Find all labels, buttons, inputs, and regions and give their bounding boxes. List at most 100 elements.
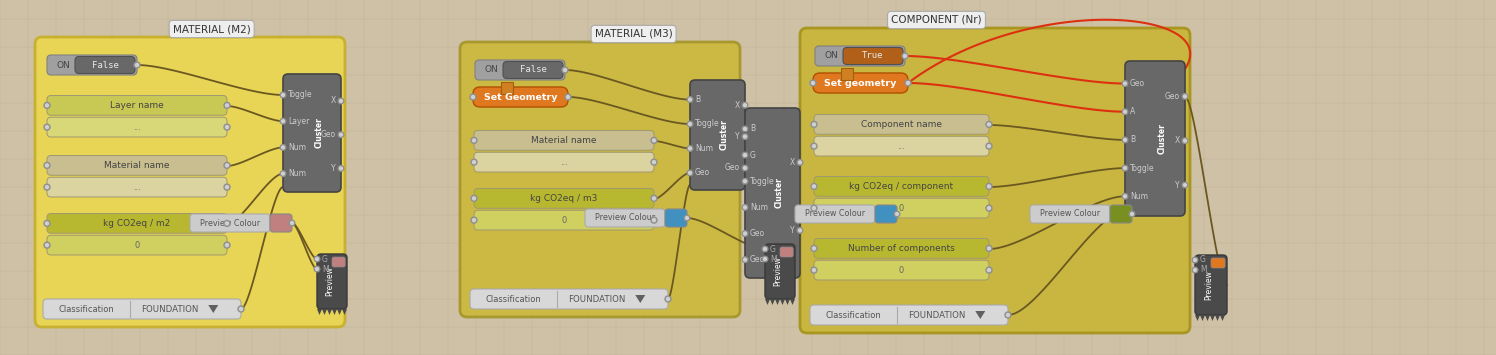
FancyBboxPatch shape — [46, 95, 227, 115]
Circle shape — [744, 154, 747, 157]
Circle shape — [280, 144, 286, 150]
Circle shape — [744, 104, 747, 106]
Circle shape — [652, 139, 655, 142]
Circle shape — [135, 62, 141, 68]
Circle shape — [904, 55, 907, 58]
Text: 0: 0 — [561, 215, 567, 225]
Polygon shape — [1215, 315, 1221, 321]
Circle shape — [281, 120, 284, 122]
Polygon shape — [1200, 315, 1204, 321]
Text: B: B — [1129, 135, 1135, 144]
Circle shape — [811, 143, 817, 149]
Circle shape — [281, 172, 284, 175]
Circle shape — [761, 246, 767, 252]
Text: ON: ON — [824, 51, 838, 60]
Circle shape — [281, 146, 284, 149]
Text: Preview: Preview — [325, 267, 334, 296]
Circle shape — [811, 205, 817, 211]
Text: kg CO2eq / component: kg CO2eq / component — [850, 182, 953, 191]
Circle shape — [338, 132, 344, 137]
Text: G: G — [322, 255, 328, 263]
Text: Number of components: Number of components — [848, 244, 954, 253]
Circle shape — [811, 82, 814, 84]
Circle shape — [226, 186, 229, 189]
Circle shape — [986, 267, 992, 273]
Circle shape — [224, 242, 230, 248]
Circle shape — [812, 269, 815, 272]
Circle shape — [987, 269, 990, 272]
Text: Material name: Material name — [531, 136, 597, 145]
FancyBboxPatch shape — [794, 205, 875, 223]
Circle shape — [43, 102, 49, 108]
Text: Set Geometry: Set Geometry — [483, 93, 557, 102]
Circle shape — [986, 184, 992, 189]
Text: Y: Y — [736, 132, 741, 141]
Polygon shape — [779, 299, 785, 305]
Circle shape — [1123, 138, 1126, 141]
Circle shape — [799, 161, 802, 164]
Text: ...: ... — [898, 142, 905, 151]
Polygon shape — [343, 309, 347, 315]
Circle shape — [685, 217, 688, 219]
Circle shape — [340, 133, 343, 136]
FancyBboxPatch shape — [46, 117, 227, 137]
FancyBboxPatch shape — [1031, 205, 1110, 223]
Circle shape — [314, 266, 320, 272]
Circle shape — [224, 102, 230, 108]
Circle shape — [45, 164, 48, 167]
Circle shape — [809, 80, 815, 86]
Text: Component name: Component name — [862, 120, 942, 129]
Circle shape — [652, 197, 655, 200]
Circle shape — [43, 162, 49, 168]
FancyBboxPatch shape — [764, 244, 794, 299]
Circle shape — [45, 126, 48, 129]
FancyBboxPatch shape — [814, 176, 989, 196]
Text: Y: Y — [790, 226, 794, 235]
Circle shape — [471, 195, 477, 201]
Text: Preview Colour: Preview Colour — [1040, 209, 1100, 218]
Text: Y: Y — [1176, 180, 1180, 190]
FancyBboxPatch shape — [317, 254, 347, 309]
Text: Classification: Classification — [58, 305, 114, 313]
Text: Cluster: Cluster — [314, 118, 323, 148]
Circle shape — [1122, 137, 1128, 143]
Circle shape — [338, 98, 344, 104]
Circle shape — [338, 165, 344, 171]
FancyBboxPatch shape — [46, 155, 227, 175]
Text: True: True — [862, 51, 884, 60]
Text: Set geometry: Set geometry — [824, 78, 896, 87]
Circle shape — [742, 165, 748, 171]
Polygon shape — [332, 309, 337, 315]
Text: FOUNDATION: FOUNDATION — [141, 305, 199, 313]
Circle shape — [905, 80, 911, 86]
Text: False: False — [91, 60, 118, 70]
Text: B: B — [696, 95, 700, 104]
Circle shape — [43, 124, 49, 130]
Text: FOUNDATION: FOUNDATION — [568, 295, 625, 304]
Circle shape — [987, 207, 990, 210]
Text: ...: ... — [560, 158, 568, 166]
Text: Material name: Material name — [105, 161, 169, 170]
Circle shape — [564, 69, 567, 71]
Circle shape — [986, 205, 992, 211]
Text: Num: Num — [289, 143, 307, 152]
Bar — [501, 82, 513, 94]
FancyBboxPatch shape — [690, 80, 745, 190]
Circle shape — [1194, 258, 1197, 261]
Circle shape — [896, 213, 899, 215]
FancyBboxPatch shape — [800, 28, 1189, 333]
Text: kg CO2eq / m3: kg CO2eq / m3 — [530, 194, 598, 203]
Circle shape — [684, 215, 690, 221]
Circle shape — [567, 95, 570, 98]
FancyBboxPatch shape — [46, 55, 138, 75]
Circle shape — [811, 121, 817, 127]
Circle shape — [687, 121, 693, 127]
FancyBboxPatch shape — [269, 214, 292, 232]
Circle shape — [226, 244, 229, 247]
Circle shape — [744, 206, 747, 209]
Text: Geo: Geo — [749, 229, 764, 238]
Text: Geo: Geo — [1129, 79, 1144, 88]
Circle shape — [651, 195, 657, 201]
FancyBboxPatch shape — [809, 305, 1008, 325]
Text: A: A — [1129, 107, 1135, 116]
